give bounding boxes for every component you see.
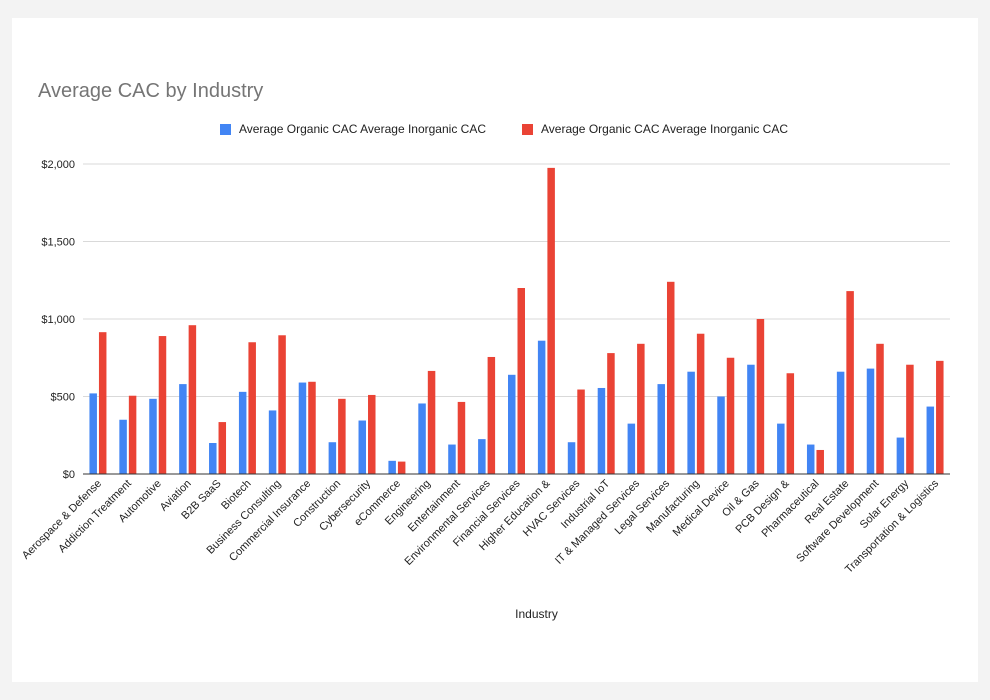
bar-inorganic (786, 373, 795, 474)
bar-organic (179, 384, 187, 474)
legend-item-inorganic[interactable]: Average Organic CAC Average Inorganic CA… (522, 122, 788, 136)
bar-organic (238, 391, 247, 474)
bar-inorganic (397, 461, 406, 474)
bar-inorganic (338, 398, 346, 474)
y-tick-label: $1,500 (41, 237, 75, 249)
bar-inorganic (457, 401, 466, 474)
bar-organic (268, 410, 277, 474)
bar-organic (358, 420, 367, 474)
y-tick-label: $1,000 (41, 314, 75, 326)
legend-label-inorganic: Average Organic CAC Average Inorganic CA… (541, 122, 789, 136)
legend-swatch-organic (219, 123, 231, 135)
bar-inorganic (128, 395, 137, 474)
bar-organic (627, 423, 636, 474)
bar-organic (926, 406, 935, 474)
bar-organic (567, 442, 576, 474)
bar-inorganic (487, 356, 496, 474)
bar-organic (657, 384, 665, 474)
bar-inorganic (607, 353, 615, 474)
bar-inorganic (248, 342, 256, 474)
bar-organic (836, 371, 845, 474)
bar-organic (418, 403, 426, 474)
bar-inorganic (427, 370, 436, 474)
bar-inorganic (666, 281, 675, 474)
bar-organic (328, 442, 337, 474)
y-tick-label: $500 (51, 392, 75, 404)
bar-inorganic (218, 422, 227, 474)
bar-organic (597, 387, 606, 474)
bar-inorganic (906, 364, 914, 474)
bar-inorganic (637, 343, 645, 474)
bar-organic (866, 368, 875, 474)
x-tick-label: Entertainment (406, 478, 463, 535)
bar-inorganic (696, 333, 705, 474)
bar-inorganic (368, 394, 376, 474)
chart-title: Average CAC by Industry (38, 80, 264, 102)
bar-organic (478, 439, 486, 474)
bar-organic (298, 382, 307, 474)
bar-organic (687, 371, 695, 474)
bar-inorganic (98, 332, 107, 474)
bar-inorganic (846, 291, 854, 474)
x-axis-title: Industry (515, 607, 558, 621)
bar-organic (388, 460, 396, 474)
bar-inorganic (816, 449, 824, 474)
bar-inorganic (547, 167, 555, 474)
bar-inorganic (517, 288, 525, 474)
bar-organic (806, 444, 815, 474)
bar-inorganic (278, 335, 286, 474)
bar-organic (777, 423, 785, 474)
legend-item-organic[interactable]: Average Organic CAC Average Inorganic CA… (219, 122, 486, 136)
bar-inorganic (188, 325, 197, 474)
bar-organic (149, 398, 157, 474)
bar-inorganic (726, 357, 735, 474)
bar-organic (89, 393, 97, 474)
bar-organic (717, 396, 725, 474)
bar-inorganic (577, 389, 585, 474)
bar-organic (119, 419, 127, 474)
bar-organic (747, 364, 755, 474)
legend-label-organic: Average Organic CAC Average Inorganic CA… (238, 122, 486, 136)
bar-inorganic (756, 319, 765, 474)
bar-organic (448, 444, 456, 474)
bar-organic (896, 437, 905, 474)
bar-organic (537, 340, 546, 474)
chart-card: Average CAC by Industry Average Organic … (12, 18, 978, 682)
bar-organic (508, 374, 516, 474)
legend-swatch-inorganic (522, 123, 533, 135)
bar-organic (209, 443, 217, 474)
chart-legend: Average Organic CAC Average Inorganic CA… (12, 122, 978, 136)
bar-inorganic (308, 381, 316, 474)
y-tick-label: $0 (63, 469, 75, 481)
bar-inorganic (936, 360, 944, 474)
y-tick-label: $2,000 (41, 159, 75, 171)
bar-inorganic (876, 343, 884, 474)
bar-inorganic (158, 336, 167, 474)
